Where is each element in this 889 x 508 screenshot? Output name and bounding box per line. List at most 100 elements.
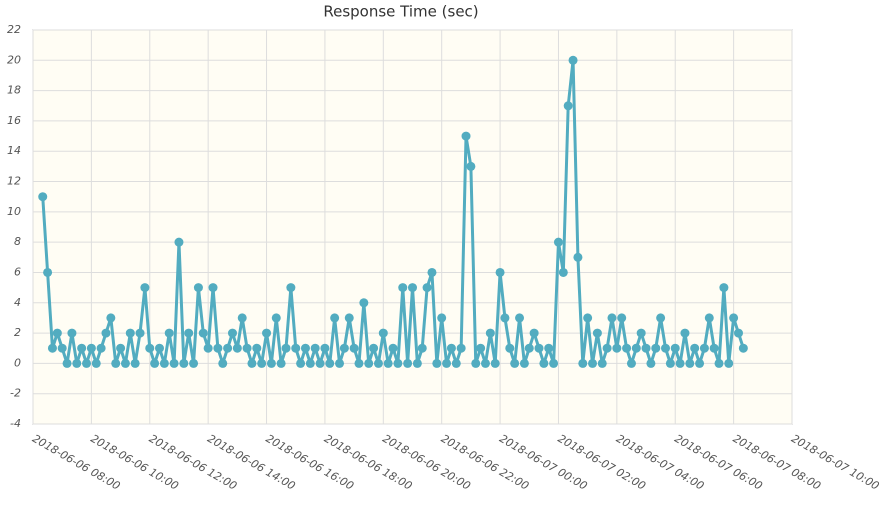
data-point — [276, 358, 286, 368]
data-point — [699, 343, 709, 353]
data-point — [57, 343, 67, 353]
data-point — [38, 192, 48, 202]
plot-area — [32, 29, 793, 425]
data-point — [310, 343, 320, 353]
data-point — [169, 358, 179, 368]
grid — [32, 29, 793, 425]
data-point — [738, 343, 748, 353]
data-point — [155, 343, 164, 353]
data-point — [412, 358, 422, 368]
data-point — [505, 343, 515, 353]
data-point — [145, 343, 155, 353]
data-point — [500, 313, 510, 323]
data-point — [471, 358, 481, 368]
data-point — [602, 343, 612, 353]
data-point — [476, 343, 486, 353]
data-point — [223, 343, 233, 353]
data-point — [631, 343, 641, 353]
data-point — [116, 343, 126, 353]
data-point — [213, 343, 223, 353]
data-point — [719, 283, 729, 293]
data-point — [130, 358, 140, 368]
data-point — [656, 313, 666, 323]
data-point — [461, 131, 471, 141]
data-point — [125, 328, 135, 338]
data-point — [422, 283, 432, 293]
data-point — [709, 343, 719, 353]
data-point — [257, 358, 267, 368]
data-point — [43, 267, 53, 277]
data-point — [174, 237, 184, 247]
data-point — [553, 237, 563, 247]
data-point — [549, 358, 559, 368]
data-point — [622, 343, 632, 353]
data-point — [568, 55, 578, 65]
data-point — [665, 358, 675, 368]
data-point — [291, 343, 301, 353]
data-point — [544, 343, 554, 353]
data-point — [704, 313, 714, 323]
data-point — [72, 358, 82, 368]
data-point — [490, 358, 500, 368]
data-point — [636, 328, 646, 338]
data-point — [135, 328, 145, 338]
data-point — [62, 358, 72, 368]
data-point — [466, 161, 476, 171]
data-point — [427, 267, 437, 277]
data-point — [724, 358, 734, 368]
y-tick-label: 0 — [14, 356, 21, 369]
data-point — [262, 328, 272, 338]
data-point — [515, 313, 525, 323]
data-point — [529, 328, 539, 338]
y-tick-label: 22 — [7, 23, 21, 36]
data-point — [446, 343, 456, 353]
data-point — [495, 267, 505, 277]
data-point — [189, 358, 199, 368]
data-point — [646, 358, 656, 368]
data-point — [179, 358, 189, 368]
data-point — [583, 313, 593, 323]
data-point — [403, 358, 413, 368]
data-point — [398, 283, 408, 293]
data-point — [563, 101, 573, 111]
data-point — [101, 328, 111, 338]
data-point — [47, 343, 57, 353]
data-point — [364, 358, 374, 368]
data-point — [296, 358, 306, 368]
data-point — [91, 358, 101, 368]
data-point — [325, 358, 335, 368]
data-point — [612, 343, 622, 353]
data-point — [641, 343, 651, 353]
data-point — [159, 358, 169, 368]
data-point — [208, 283, 218, 293]
data-point — [373, 358, 383, 368]
data-point — [714, 358, 724, 368]
data-point — [388, 343, 398, 353]
data-point — [52, 328, 62, 338]
data-point — [237, 313, 247, 323]
data-point — [480, 358, 490, 368]
data-point — [281, 343, 291, 353]
data-point — [320, 343, 330, 353]
data-point — [150, 358, 160, 368]
data-point — [695, 358, 705, 368]
data-point — [198, 328, 208, 338]
data-point — [286, 283, 296, 293]
data-point — [607, 313, 617, 323]
data-point — [67, 328, 77, 338]
data-point — [227, 328, 237, 338]
data-point — [393, 358, 403, 368]
data-point — [573, 252, 583, 262]
data-point — [300, 343, 310, 353]
data-point — [305, 358, 315, 368]
data-point — [344, 313, 354, 323]
data-point — [247, 358, 257, 368]
data-point — [626, 358, 636, 368]
data-point — [271, 313, 281, 323]
data-point — [86, 343, 96, 353]
data-point — [111, 358, 121, 368]
data-point — [524, 343, 534, 353]
data-point — [266, 358, 276, 368]
